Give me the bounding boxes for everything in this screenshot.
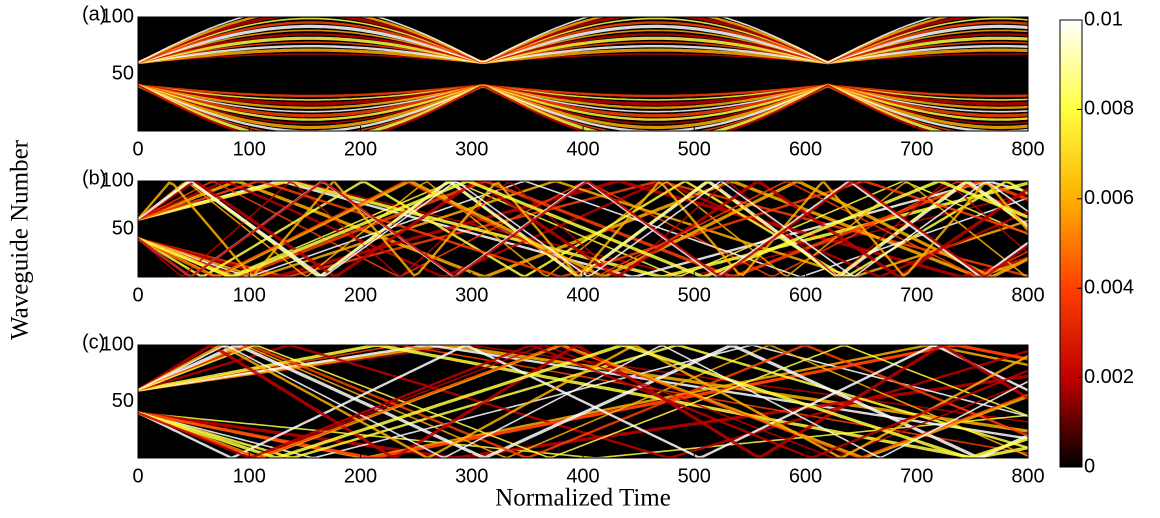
x-tick-label: 400 — [566, 138, 599, 160]
heatmap-beam — [138, 345, 1028, 458]
x-tick-label: 0 — [132, 138, 143, 160]
panel-label: (b) — [82, 167, 106, 189]
x-tick-label: 100 — [233, 138, 266, 160]
heatmap-beam — [138, 181, 1028, 277]
heatmap-beam — [138, 345, 1028, 458]
heatmap-beam — [138, 84, 1028, 98]
colorbar-tick-label: 0.006 — [1084, 187, 1134, 209]
x-tick-label: 400 — [566, 465, 599, 487]
heatmap-beam — [138, 84, 1028, 101]
colorbar-tick-label: 0 — [1084, 455, 1095, 477]
heatmap-beam — [138, 45, 1028, 64]
x-tick-label: 0 — [132, 465, 143, 487]
heatmap-beam — [138, 84, 1028, 109]
colorbar-tick-label: 0.004 — [1084, 276, 1134, 298]
x-tick-label: 800 — [1011, 138, 1044, 160]
y-tick-label: 100 — [101, 333, 134, 355]
heatmap-beam — [138, 181, 1028, 277]
heatmap-beam — [138, 181, 1028, 277]
heatmap-beam — [138, 24, 1028, 65]
y-tick-label: 50 — [112, 62, 134, 84]
x-tick-label: 500 — [678, 138, 711, 160]
y-tick-label: 100 — [101, 5, 134, 27]
x-tick-label: 0 — [132, 284, 143, 306]
x-tick-label: 600 — [789, 465, 822, 487]
x-tick-label: 800 — [1011, 284, 1044, 306]
heatmap-beam — [138, 181, 1028, 277]
heatmap-beam — [138, 36, 1028, 65]
heatmap-beam — [138, 345, 1028, 458]
heatmap-pattern — [138, 345, 1028, 458]
heatmap-beam — [138, 33, 1028, 64]
colorbar — [1059, 19, 1083, 468]
x-tick-label: 700 — [900, 138, 933, 160]
colorbar-tick-label: 0.01 — [1084, 8, 1123, 30]
heatmap-beam — [138, 84, 932, 131]
heatmap-beam — [138, 345, 1028, 458]
heatmap-beam — [138, 41, 1028, 64]
heatmap-beam — [138, 17, 936, 64]
heatmap-beam — [138, 83, 1028, 106]
heatmap-beam — [138, 345, 1028, 458]
x-tick-label: 600 — [789, 138, 822, 160]
x-tick-label: 400 — [566, 284, 599, 306]
y-tick-label: 50 — [112, 390, 134, 412]
heatmap-beam — [138, 17, 1028, 65]
x-tick-label: 200 — [344, 138, 377, 160]
heatmap-beam — [138, 29, 1028, 64]
heatmap-beam — [138, 84, 959, 131]
y-tick-label: 50 — [112, 217, 134, 239]
heatmap-beam — [138, 21, 1028, 64]
heatmap-beam — [138, 345, 1028, 458]
x-tick-label: 300 — [455, 284, 488, 306]
heatmap-beam — [138, 345, 1028, 458]
heatmap-pattern — [138, 17, 1028, 131]
colorbar-tick-label: 0.008 — [1084, 98, 1134, 120]
heatmap-beam — [138, 345, 1028, 458]
heatmap-beam — [138, 181, 1028, 277]
x-tick-label: 300 — [455, 138, 488, 160]
heatmap-beam — [138, 345, 1028, 458]
heatmap-beam — [138, 374, 1028, 458]
heatmap-beam — [138, 48, 1028, 65]
y-tick-label: 100 — [101, 169, 134, 191]
heatmap-beam — [138, 181, 1028, 277]
x-tick-label: 300 — [455, 465, 488, 487]
y-axis-title: Waveguide Number — [7, 139, 34, 340]
heatmap-beam — [138, 345, 1028, 458]
x-tick-label: 500 — [678, 465, 711, 487]
x-tick-label: 500 — [678, 284, 711, 306]
heatmap-beam — [138, 53, 1028, 64]
x-tick-label: 700 — [900, 284, 933, 306]
heatmap-beam — [138, 84, 1028, 113]
heatmap-beam — [138, 17, 1028, 64]
x-tick-label: 200 — [344, 284, 377, 306]
heatmap-beam — [138, 83, 1028, 118]
x-tick-label: 200 — [344, 465, 377, 487]
heatmap-beam — [138, 84, 1028, 131]
panel-label: (a) — [82, 3, 106, 25]
heatmap-beam — [138, 345, 1028, 458]
x-tick-label: 600 — [789, 284, 822, 306]
heatmap-beam — [138, 181, 1028, 277]
x-tick-label: 100 — [233, 284, 266, 306]
heatmap-beam — [138, 84, 1028, 125]
heatmap-beam — [138, 345, 1028, 458]
heatmap-beam — [138, 345, 1028, 458]
colorbar-tick-label: 0.002 — [1084, 366, 1134, 388]
heatmap-beam — [138, 345, 1028, 458]
heatmap-beam — [138, 345, 1028, 458]
panel-label: (c) — [82, 331, 105, 353]
x-tick-label: 700 — [900, 465, 933, 487]
x-axis-title: Normalized Time — [495, 485, 671, 512]
heatmap-beam — [138, 83, 1028, 130]
heatmap-beam — [138, 17, 952, 64]
x-tick-label: 800 — [1011, 465, 1044, 487]
x-tick-label: 100 — [233, 465, 266, 487]
heatmap-beam — [138, 84, 1028, 121]
